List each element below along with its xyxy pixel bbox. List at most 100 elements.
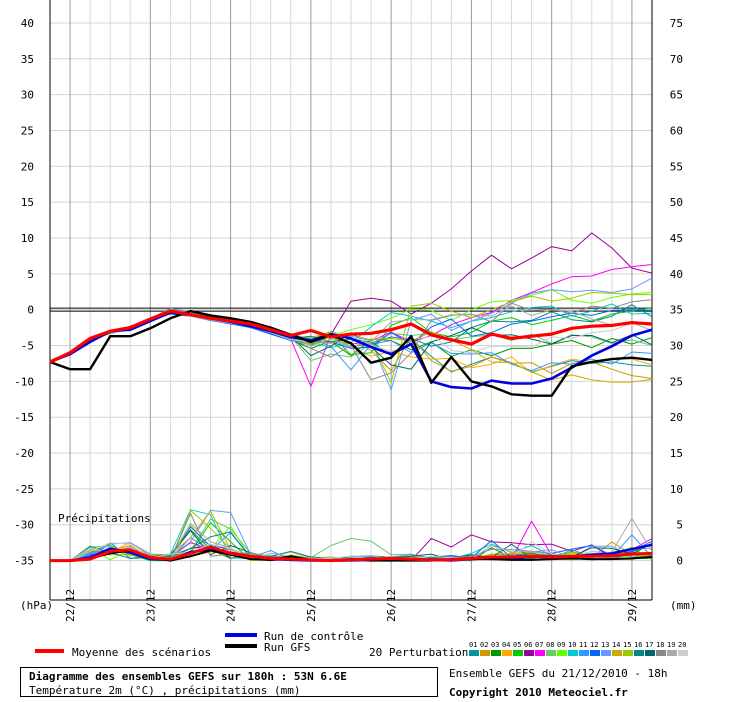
legend-perturbation-number: 08: [546, 641, 554, 649]
legend-perturbation-swatch: [469, 650, 479, 656]
legend-perturbation-number: 14: [612, 641, 620, 649]
temp-line-mean: [49, 309, 653, 364]
left-tick-label: -10: [14, 375, 34, 388]
right-tick-label: 50: [670, 196, 683, 209]
right-tick-label: 75: [670, 17, 683, 30]
right-tick-label: 60: [670, 124, 683, 137]
right-tick-label: 55: [670, 160, 683, 173]
left-tick-label: 30: [21, 89, 34, 102]
left-tick-label: 25: [21, 124, 34, 137]
right-tick-label: 65: [670, 89, 683, 102]
x-tick-label: 22/12: [64, 589, 77, 622]
legend-perturbation-number: 16: [634, 641, 642, 649]
legend-perturbations-label: 20 Perturbations: [369, 646, 475, 659]
legend-perturbation-number: 03: [491, 641, 499, 649]
x-tick-label: 25/12: [305, 589, 318, 622]
info-box: Diagramme des ensembles GEFS sur 180h : …: [20, 667, 438, 697]
chart-subtitle: Température 2m (°C) , précipitations (mm…: [29, 684, 301, 697]
left-tick-label: 10: [21, 232, 34, 245]
x-tick-label: 26/12: [385, 589, 398, 622]
right-tick-label: 30: [670, 340, 683, 353]
legend-mean-label: Moyenne des scénarios: [72, 646, 211, 659]
legend-perturbation-swatch: [634, 650, 644, 656]
temp-line-gfs: [49, 309, 653, 397]
left-tick-label: 35: [21, 53, 34, 66]
legend-perturbation-swatch: [678, 650, 688, 656]
precipitation-lines: [50, 509, 653, 563]
left-tick-label: -25: [14, 483, 34, 496]
legend-perturbation-swatch: [513, 650, 523, 656]
temp-line-control: [49, 311, 653, 390]
left-tick-label: -20: [14, 447, 34, 460]
legend-perturbation-swatch: [667, 650, 677, 656]
legend-perturbation-swatch: [623, 650, 633, 656]
legend-perturbation-number: 01: [469, 641, 477, 649]
left-tick-label: 15: [21, 196, 34, 209]
left-tick-label: 40: [21, 17, 34, 30]
left-axis-unit: (hPa): [20, 599, 53, 612]
right-axis-unit: (mm): [670, 599, 697, 612]
precipitation-label: Précipitations: [58, 512, 151, 525]
left-tick-label: -15: [14, 411, 34, 424]
right-tick-label: 20: [670, 411, 683, 424]
x-tick-label: 24/12: [225, 589, 238, 622]
left-tick-label: 0: [27, 304, 34, 317]
chart-axes: 4035302520151050-5-10-15-20-25-30-357570…: [14, 0, 683, 622]
legend-perturbation-swatch: [557, 650, 567, 656]
right-tick-label: 25: [670, 375, 683, 388]
x-tick-label: 29/12: [626, 589, 639, 622]
legend-perturbation-swatch: [480, 650, 490, 656]
legend-perturbation-swatch: [546, 650, 556, 656]
right-tick-label: 0: [676, 555, 683, 568]
legend-perturbation-swatch: [524, 650, 534, 656]
left-tick-label: -5: [21, 340, 34, 353]
legend-perturbation-number: 20: [678, 641, 686, 649]
legend-perturbation-number: 10: [568, 641, 576, 649]
right-tick-label: 40: [670, 268, 683, 281]
legend-perturbation-number: 17: [645, 641, 653, 649]
legend-perturbation-swatch: [656, 650, 666, 656]
legend-perturbation-swatch: [601, 650, 611, 656]
legend-gfs-label: Run GFS: [264, 641, 310, 654]
left-tick-label: 5: [27, 268, 34, 281]
right-tick-label: 10: [670, 483, 683, 496]
legend-perturbation-swatch: [502, 650, 512, 656]
legend-perturbation-swatch: [612, 650, 622, 656]
x-tick-label: 23/12: [144, 589, 157, 622]
right-tick-label: 35: [670, 304, 683, 317]
copyright: Copyright 2010 Meteociel.fr: [449, 686, 628, 699]
run-label: Ensemble GEFS du 21/12/2010 - 18h: [449, 667, 668, 680]
legend-perturbation-number: 12: [590, 641, 598, 649]
x-tick-label: 27/12: [465, 589, 478, 622]
legend-perturbation-number: 11: [579, 641, 587, 649]
legend: Moyenne des scénarios Run de contrôleRun …: [35, 630, 688, 659]
right-tick-label: 45: [670, 232, 683, 245]
legend-perturbation-swatch: [491, 650, 501, 656]
legend-perturbation-number: 15: [623, 641, 631, 649]
legend-perturbation-number: 18: [656, 641, 664, 649]
legend-perturbation-number: 05: [513, 641, 521, 649]
left-tick-label: 20: [21, 160, 34, 173]
left-tick-label: -35: [14, 555, 34, 568]
run-info: Ensemble GEFS du 21/12/2010 - 18h Copyri…: [449, 664, 668, 702]
legend-perturbation-number: 07: [535, 641, 543, 649]
left-tick-label: -30: [14, 519, 34, 532]
legend-perturbation-swatch: [535, 650, 545, 656]
legend-perturbation-number: 19: [667, 641, 675, 649]
temperature-lines: [49, 232, 653, 397]
ensemble-chart: 4035302520151050-5-10-15-20-25-30-357570…: [14, 0, 697, 659]
legend-perturbation-number: 13: [601, 641, 609, 649]
legend-perturbation-number: 02: [480, 641, 488, 649]
legend-control-label: Run de contrôle: [264, 630, 363, 643]
precip-line-mean: [50, 545, 653, 563]
legend-perturbation-swatch: [579, 650, 589, 656]
legend-perturbation-number: 04: [502, 641, 510, 649]
right-tick-label: 5: [676, 519, 683, 532]
legend-perturbation-swatch: [645, 650, 655, 656]
legend-perturbation-number: 09: [557, 641, 565, 649]
chart-title: Diagramme des ensembles GEFS sur 180h : …: [29, 670, 347, 683]
legend-perturbation-number: 06: [524, 641, 532, 649]
legend-perturbation-swatch: [568, 650, 578, 656]
legend-perturbation-swatch: [590, 650, 600, 656]
x-tick-label: 28/12: [546, 589, 559, 622]
